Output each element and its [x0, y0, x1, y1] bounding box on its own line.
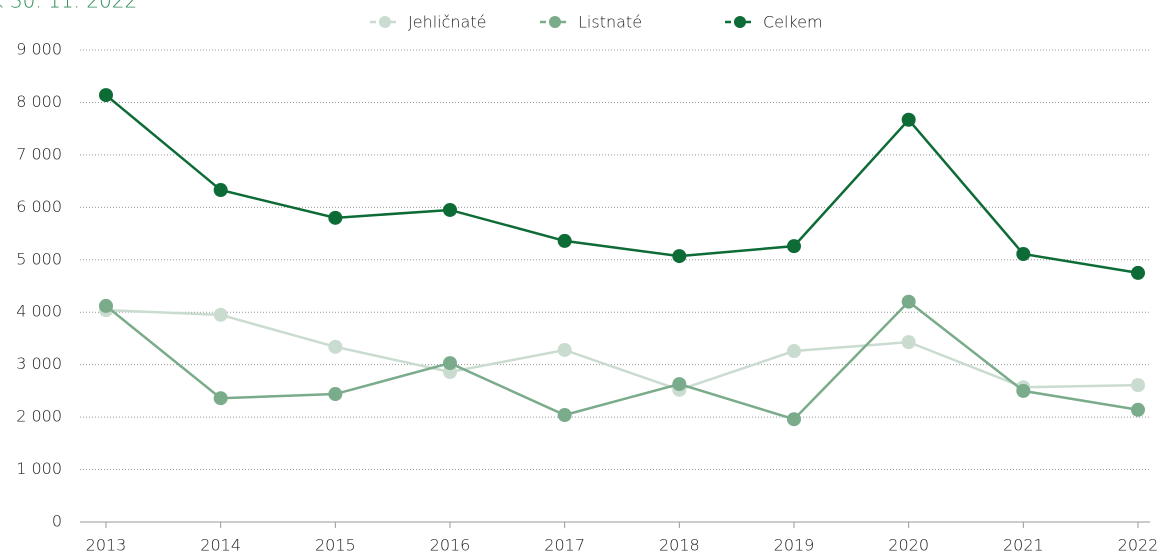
- series-line: [105, 94, 1139, 275]
- data-point: [557, 233, 572, 248]
- x-tick-label: 2020: [888, 536, 929, 555]
- x-tick-label: 2021: [1003, 536, 1044, 555]
- y-tick-label: 2 000: [16, 407, 62, 426]
- y-tick-label: 0: [52, 512, 62, 531]
- data-point: [1016, 247, 1031, 262]
- data-point: [787, 344, 801, 359]
- data-point: [557, 342, 572, 357]
- data-point: [443, 356, 457, 371]
- y-tick-label: 6 000: [16, 197, 62, 216]
- x-tick-label: 2022: [1118, 536, 1159, 555]
- data-point: [213, 183, 228, 198]
- x-tick-label: 2015: [315, 536, 356, 555]
- x-tick-label: 2014: [200, 536, 241, 555]
- data-point: [787, 412, 801, 427]
- y-tick-label: 5 000: [16, 249, 62, 268]
- y-tick-label: 7 000: [16, 144, 62, 163]
- data-point: [1131, 265, 1145, 280]
- data-point: [328, 210, 343, 225]
- data-point: [557, 408, 572, 423]
- x-tick-label: 2018: [659, 536, 700, 555]
- legend-marker: [734, 16, 746, 28]
- data-point: [213, 391, 228, 406]
- series-line: [105, 300, 1139, 421]
- x-tick-label: 2013: [86, 536, 127, 555]
- x-tick-label: 2017: [544, 536, 585, 555]
- data-point: [328, 339, 343, 354]
- data-point: [672, 249, 687, 264]
- data-point: [672, 377, 687, 392]
- data-point: [1131, 378, 1145, 393]
- chart-subtitle: k 30. 11. 2022: [0, 0, 137, 13]
- data-point: [443, 202, 457, 217]
- data-point: [99, 298, 113, 313]
- y-tick-label: 1 000: [16, 459, 62, 478]
- x-tick-label: 2019: [774, 536, 815, 555]
- data-point: [99, 88, 113, 103]
- data-point: [901, 294, 916, 309]
- legend-label: Celkem: [763, 13, 823, 32]
- y-tick-label: 9 000: [16, 40, 62, 59]
- data-point: [1131, 402, 1145, 417]
- data-point: [328, 387, 343, 402]
- y-tick-label: 3 000: [16, 354, 62, 373]
- y-tick-label: 4 000: [16, 302, 62, 321]
- legend-label: Listnaté: [578, 13, 642, 32]
- legend-marker: [549, 16, 561, 28]
- data-point: [787, 239, 801, 254]
- y-tick-label: 8 000: [16, 92, 62, 111]
- data-point: [1016, 383, 1031, 398]
- legend-label: Jehličnaté: [408, 13, 486, 32]
- series-line: [105, 308, 1139, 392]
- data-point: [213, 307, 228, 322]
- x-tick-label: 2016: [430, 536, 471, 555]
- legend-marker: [379, 16, 391, 28]
- data-point: [901, 112, 916, 127]
- data-point: [901, 335, 916, 350]
